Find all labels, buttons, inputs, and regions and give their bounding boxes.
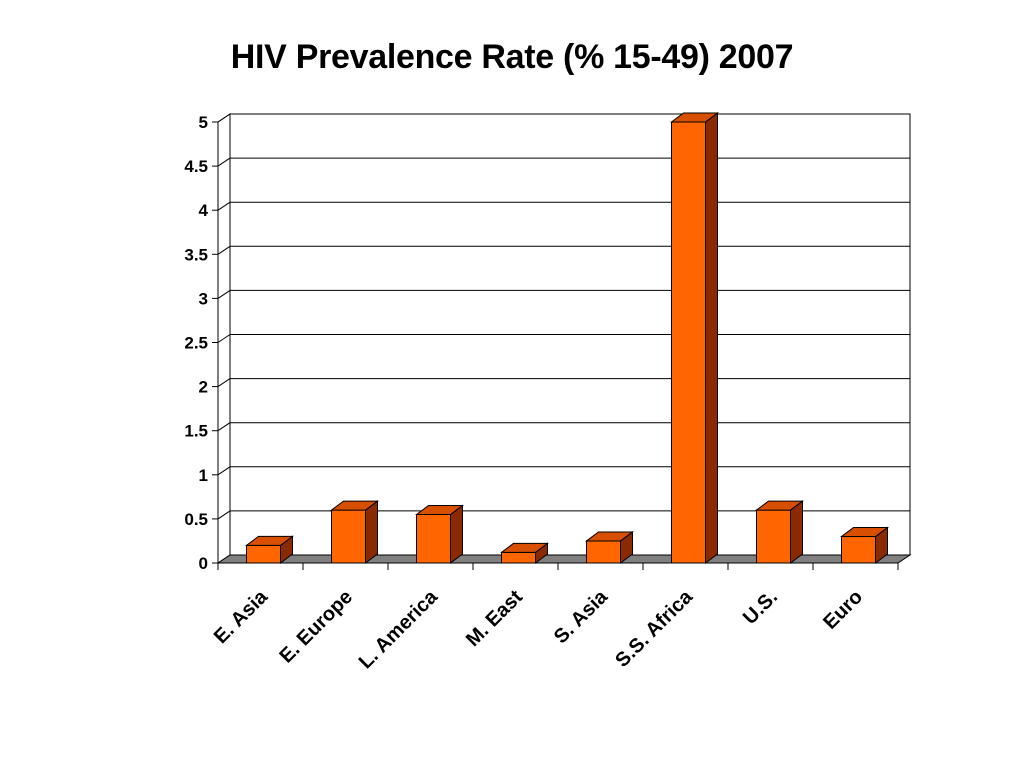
y-tick-label: 2 bbox=[199, 378, 208, 397]
x-category-label: U.S. bbox=[739, 586, 782, 629]
bar-top bbox=[415, 504, 464, 515]
y-tick-label: 0.5 bbox=[184, 510, 208, 529]
bar bbox=[246, 544, 281, 564]
y-tick-label: 3 bbox=[199, 289, 208, 308]
gridline-side bbox=[217, 422, 231, 432]
bar-top bbox=[585, 531, 634, 542]
gridline-side bbox=[217, 289, 231, 299]
gridline-side bbox=[217, 378, 231, 388]
x-category-label: M. East bbox=[462, 586, 527, 651]
gridline-side bbox=[217, 113, 231, 123]
bar-side bbox=[450, 504, 463, 564]
bar bbox=[841, 536, 876, 564]
gridline-side bbox=[217, 157, 231, 167]
x-category-label: E. Europe bbox=[275, 586, 357, 668]
bar-side bbox=[790, 500, 803, 564]
bar-top bbox=[755, 500, 804, 511]
bar bbox=[671, 121, 706, 564]
bar-side bbox=[705, 112, 718, 564]
gridline-side bbox=[217, 510, 231, 520]
bar bbox=[331, 509, 366, 564]
y-tick-label: 5 bbox=[199, 113, 208, 132]
y-tick-label: 0 bbox=[199, 554, 208, 573]
y-tick-label: 3.5 bbox=[184, 245, 208, 264]
y-tick-label: 1.5 bbox=[184, 422, 208, 441]
bar-top bbox=[670, 112, 719, 123]
bar bbox=[756, 509, 791, 564]
bar-top bbox=[245, 535, 294, 546]
bar bbox=[416, 513, 451, 564]
y-tick-label: 2.5 bbox=[184, 334, 208, 353]
x-category-label: S. Asia bbox=[550, 585, 613, 648]
gridline-side bbox=[217, 245, 231, 255]
chart-title: HIV Prevalence Rate (% 15-49) 2007 bbox=[230, 38, 794, 76]
gridline-side bbox=[217, 201, 231, 211]
bar-top bbox=[840, 527, 889, 538]
y-tick-label: 4 bbox=[199, 201, 209, 220]
bar-top bbox=[330, 500, 379, 511]
plot-floor bbox=[216, 554, 912, 564]
x-category-label: E. Asia bbox=[210, 585, 273, 648]
bar bbox=[586, 540, 621, 564]
bar-top bbox=[500, 542, 549, 553]
x-category-label: Euro bbox=[819, 586, 867, 634]
bar bbox=[501, 551, 536, 564]
x-category-label: L. America bbox=[355, 585, 443, 673]
gridline-side bbox=[217, 334, 231, 343]
bar-side bbox=[365, 500, 378, 564]
gridline-side bbox=[217, 466, 231, 476]
x-category-label: S.S. Africa bbox=[611, 585, 697, 671]
y-tick-label: 4.5 bbox=[184, 157, 208, 176]
y-tick-label: 1 bbox=[199, 466, 208, 485]
